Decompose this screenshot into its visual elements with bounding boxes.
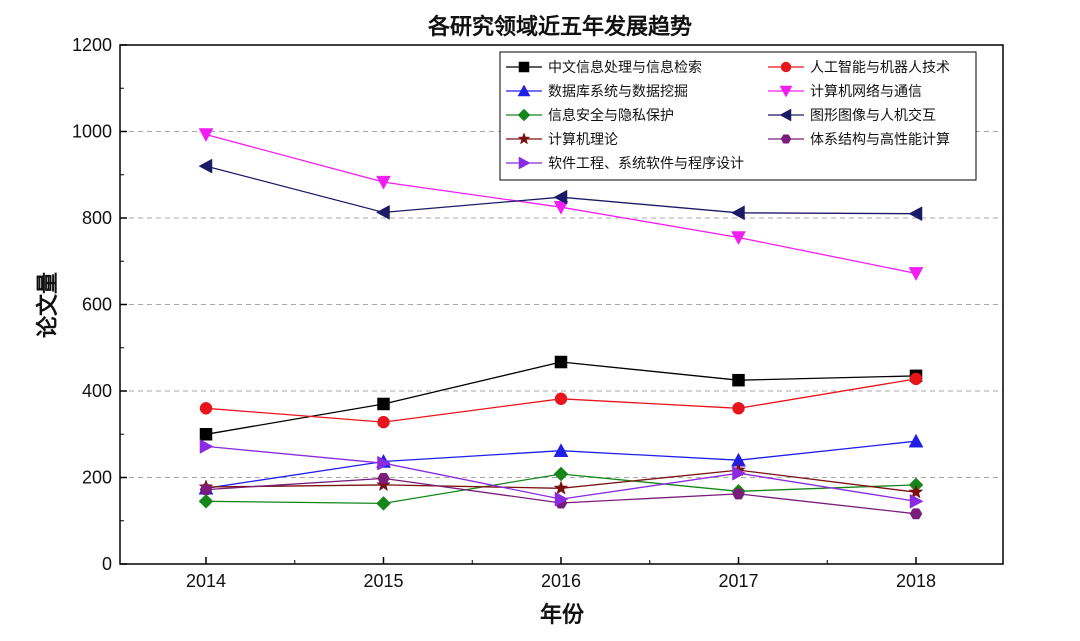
data-point: [376, 496, 391, 511]
data-point: [376, 175, 391, 190]
legend-entry: 中文信息处理与信息检索: [506, 59, 702, 76]
series-line: [198, 128, 924, 281]
series-line: [198, 158, 923, 222]
y-tick-label: 800: [82, 208, 112, 228]
x-axis-title: 年份: [540, 602, 585, 628]
y-axis-title: 论文量: [35, 272, 61, 338]
series-line: [199, 372, 923, 429]
data-point: [731, 231, 746, 246]
legend-entry: 软件工程、系统软件与程序设计: [506, 156, 744, 172]
x-tick-label: 2018: [896, 571, 936, 591]
legend-entry: 数据库系统与数据挖掘: [506, 84, 688, 100]
legend-entry: 信息安全与隐私保护: [506, 107, 674, 124]
data-point: [780, 134, 792, 144]
legend-label: 软件工程、系统软件与程序设计: [548, 156, 744, 172]
data-point: [732, 373, 745, 387]
legend-label: 人工智能与机器人技术: [810, 60, 950, 76]
legend-label: 中文信息处理与信息检索: [548, 59, 702, 76]
data-point: [198, 158, 213, 174]
data-point: [377, 455, 392, 471]
data-point: [198, 128, 214, 143]
data-point: [909, 493, 924, 509]
data-point: [377, 472, 390, 484]
legend-label: 数据库系统与数据挖掘: [548, 84, 688, 100]
legend-box: [499, 51, 977, 181]
data-point: [199, 428, 213, 441]
axes: 0 200 400 600 800 1000 1200 2014 2015 2016 2017 201…: [72, 35, 936, 591]
data-point: [730, 205, 745, 221]
data-point: [375, 204, 390, 220]
data-point: [518, 156, 531, 170]
data-point: [553, 189, 568, 205]
legend-label: 图形图像与人机交互: [810, 107, 936, 124]
data-point: [909, 508, 923, 520]
legend-label: 体系结构与高性能计算: [810, 131, 950, 148]
legend-label: 计算机理论: [548, 132, 618, 148]
y-tick-label: 1000: [72, 122, 112, 142]
legend-entry: 人工智能与机器人技术: [768, 60, 950, 76]
legend-label: 计算机网络与通信: [810, 84, 922, 100]
data-point: [517, 108, 531, 122]
gridlines: [120, 131, 1003, 478]
data-point: [517, 132, 531, 145]
data-point: [909, 372, 923, 386]
x-tick-label: 2016: [541, 571, 581, 591]
legend-entry: 计算机网络与通信: [768, 84, 922, 100]
data-point: [376, 477, 391, 492]
data-point: [908, 267, 924, 281]
data-point: [553, 443, 569, 457]
legend-entry: 体系结构与高性能计算: [768, 131, 950, 148]
data-point: [553, 466, 569, 482]
data-point: [732, 465, 747, 481]
data-point: [732, 402, 745, 415]
data-point: [518, 61, 530, 73]
data-point: [199, 438, 214, 454]
y-tick-label: 400: [82, 381, 112, 401]
series-layer: [198, 128, 924, 520]
legend-entry: 计算机理论: [506, 132, 618, 148]
data-point: [908, 433, 924, 448]
y-tick-label: 200: [82, 468, 112, 488]
y-tick-label: 0: [102, 554, 112, 574]
data-point: [377, 397, 390, 411]
data-point: [198, 493, 214, 509]
data-point: [908, 484, 924, 499]
data-point: [554, 355, 568, 369]
x-tick-label: 2015: [363, 571, 403, 591]
data-point: [517, 84, 531, 97]
data-point: [199, 484, 213, 496]
data-point: [554, 491, 569, 507]
data-point: [779, 85, 793, 98]
data-point: [908, 206, 923, 222]
x-tick-label: 2017: [718, 571, 758, 591]
data-point: [554, 392, 568, 406]
data-point: [199, 402, 213, 415]
data-point: [377, 415, 390, 429]
x-tick-label: 2014: [186, 571, 226, 591]
data-point: [779, 108, 792, 122]
y-tick-label: 1200: [72, 35, 112, 55]
data-point: [780, 61, 792, 73]
legend-entry: 图形图像与人机交互: [768, 107, 936, 124]
y-tick-label: 600: [82, 295, 112, 315]
legend-label: 信息安全与隐私保护: [548, 107, 674, 124]
chart-title: 各研究领域近五年发展趋势: [427, 14, 692, 40]
series-line: [199, 438, 924, 509]
data-point: [553, 480, 569, 495]
data-point: [732, 488, 745, 500]
